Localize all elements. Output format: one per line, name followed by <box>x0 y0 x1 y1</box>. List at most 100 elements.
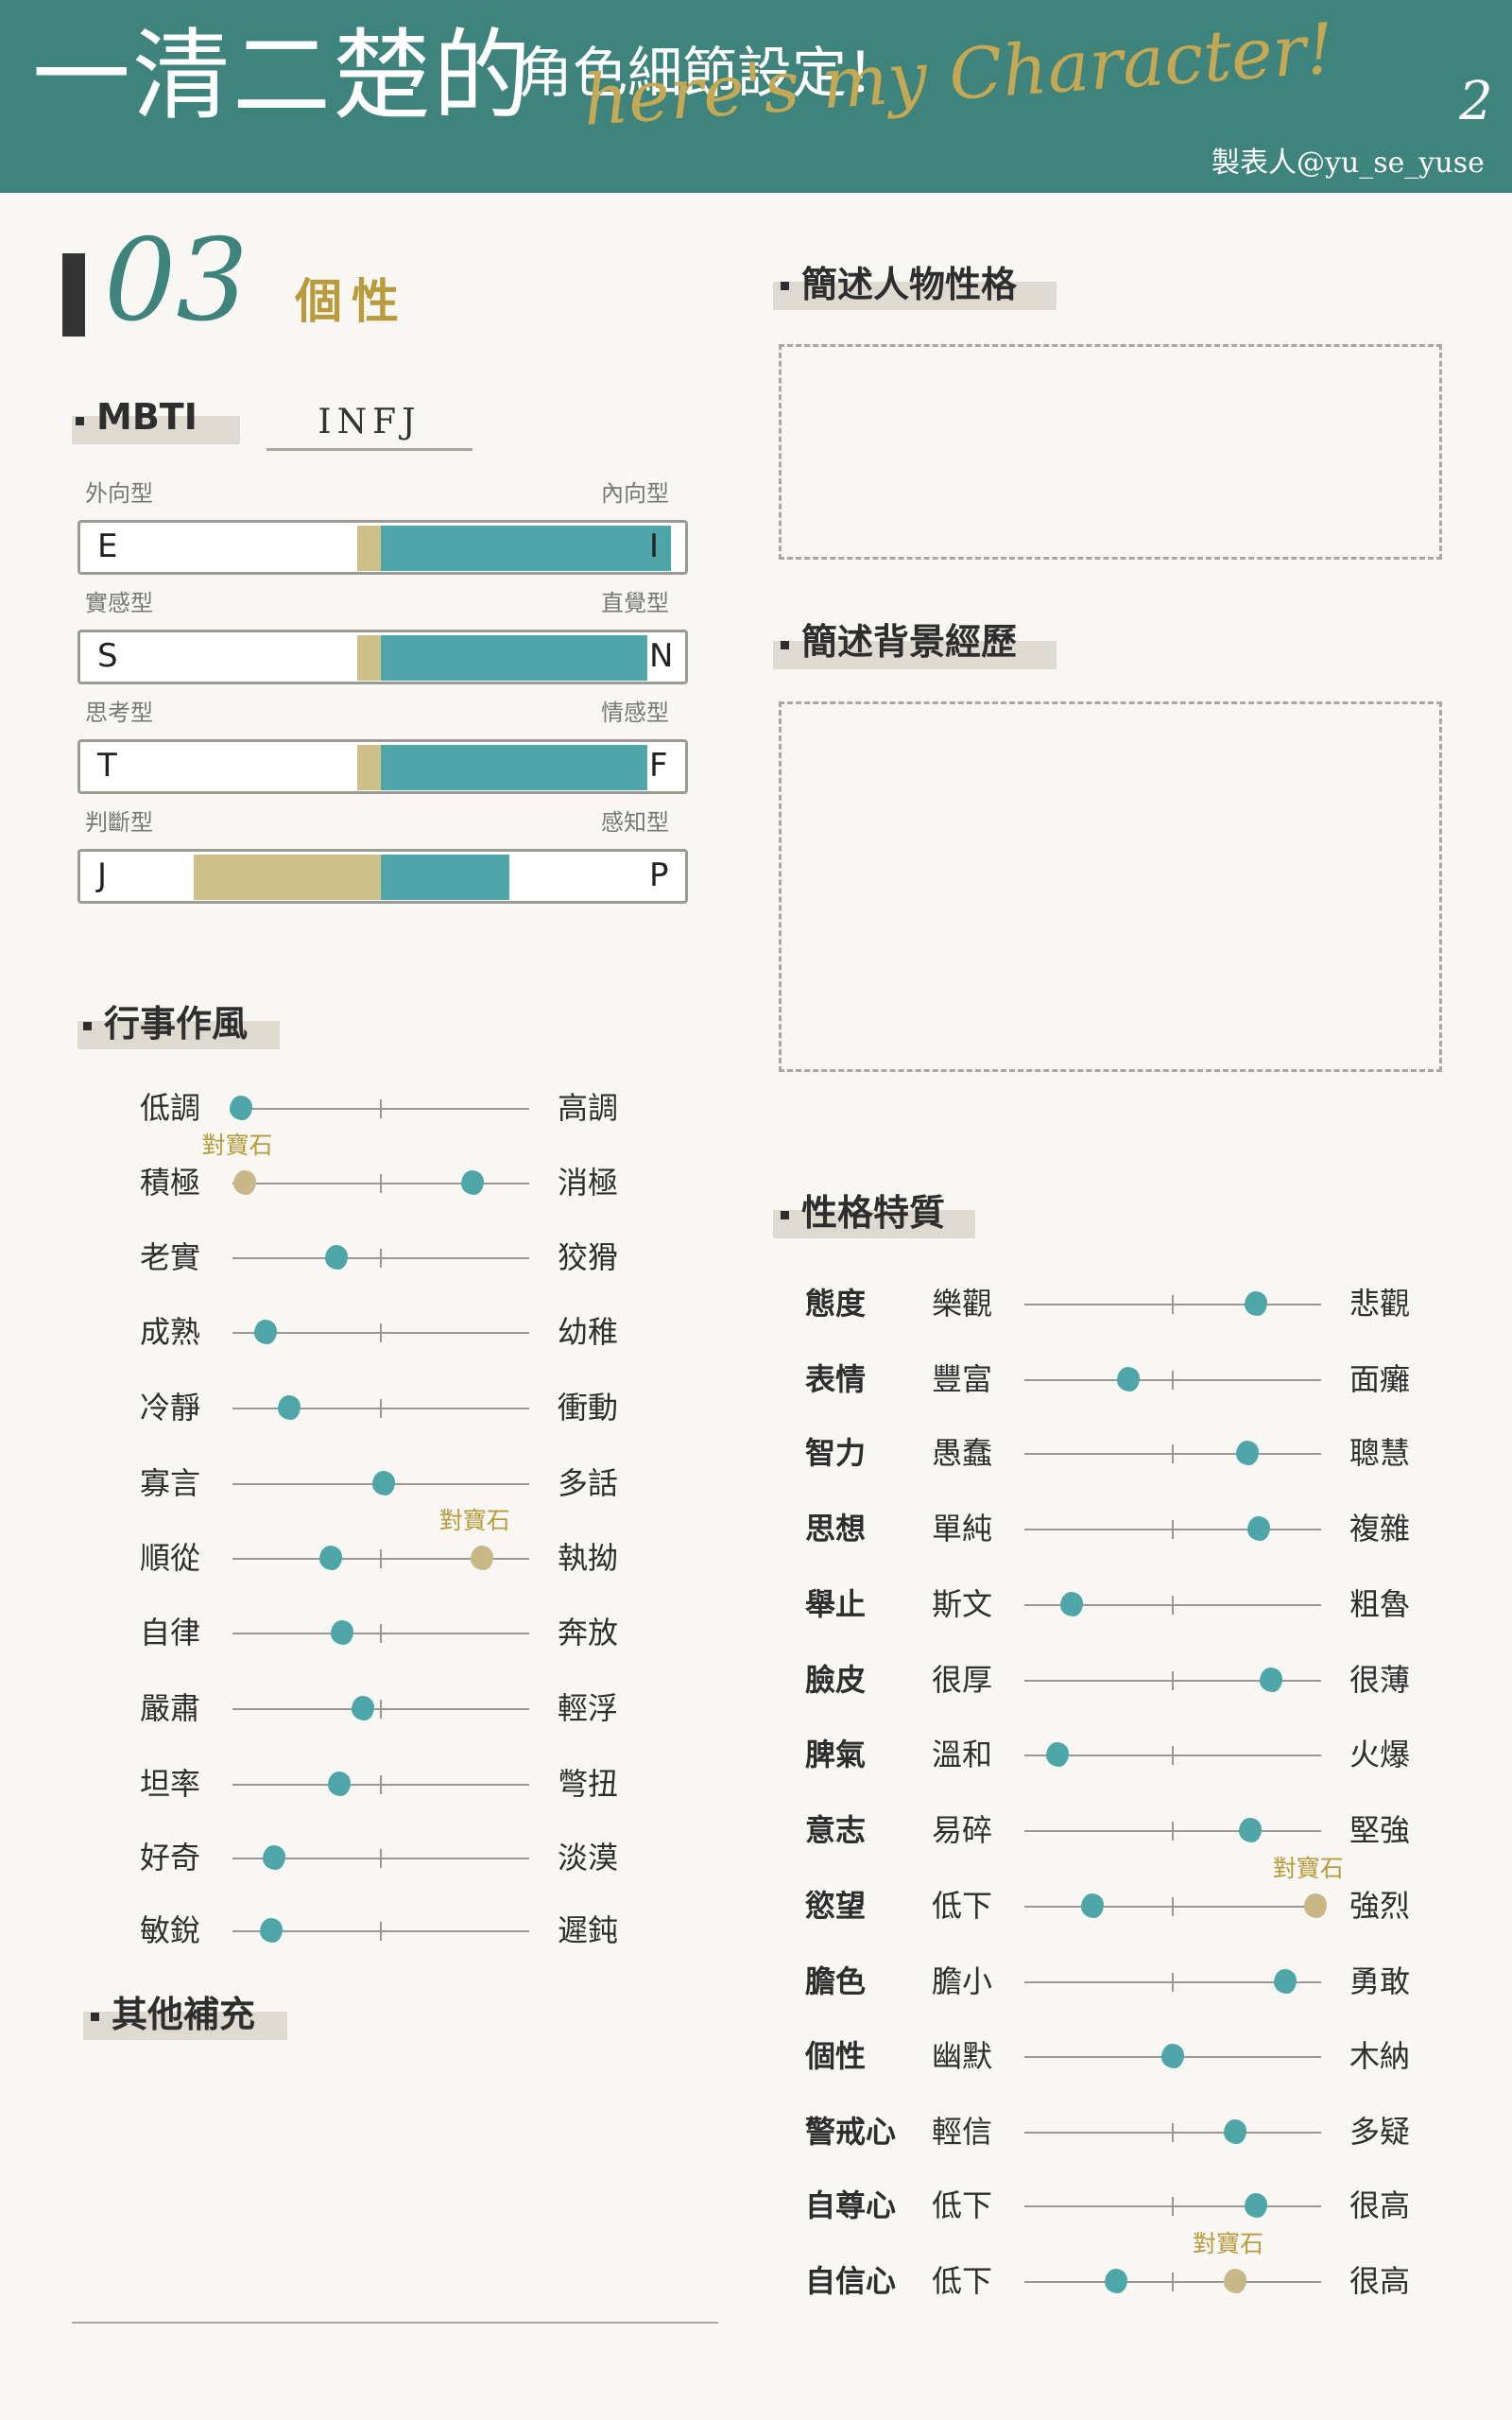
summary-input-box[interactable] <box>779 344 1442 560</box>
slider-handle[interactable] <box>328 1772 352 1796</box>
slider-right-label: 消極 <box>558 1165 619 1201</box>
slider-right-label: 淡漠 <box>558 1840 619 1876</box>
slider-handle[interactable] <box>318 1546 342 1570</box>
mbti-bar-fill <box>381 635 647 681</box>
slider-right-label: 多話 <box>558 1465 619 1501</box>
slider-handle[interactable] <box>324 1245 348 1270</box>
slider-handle[interactable] <box>277 1395 301 1420</box>
slider-tick <box>380 1624 382 1643</box>
partner-slider-handle[interactable] <box>1223 2269 1246 2293</box>
slider-handle[interactable] <box>253 1320 277 1344</box>
header-banner <box>0 0 1512 193</box>
slider-right-label: 聰慧 <box>1349 1435 1411 1471</box>
partner-slider-handle[interactable] <box>470 1546 493 1570</box>
slider-handle[interactable] <box>1238 1818 1262 1842</box>
mbti-bar-fill <box>381 745 647 790</box>
slider-tick <box>1172 1596 1174 1615</box>
slider-handle[interactable] <box>1259 1668 1282 1692</box>
trait-name: 智力 <box>805 1435 867 1471</box>
slider-left-label: 低下 <box>932 2263 993 2299</box>
slider-handle[interactable] <box>1116 1367 1140 1392</box>
slider-handle[interactable] <box>1274 1969 1297 1994</box>
slider-left-label: 成熟 <box>140 1314 201 1350</box>
slider-right-label: 勇敢 <box>1349 1963 1411 1999</box>
bullet-icon <box>781 1211 789 1219</box>
slider-right-label: 遲鈍 <box>558 1912 619 1948</box>
slider-right-label: 奔放 <box>558 1615 619 1651</box>
slider-tick <box>380 1775 382 1794</box>
bullet-icon <box>781 641 789 649</box>
slider-left-label: 坦率 <box>140 1766 201 1802</box>
page-number: 2 <box>1459 71 1493 132</box>
slider-handle[interactable] <box>1244 1291 1267 1316</box>
slider-tick <box>1172 2197 1174 2216</box>
slider-tick <box>1172 1973 1174 1992</box>
slider-handle[interactable] <box>1105 2269 1128 2293</box>
slider-handle[interactable] <box>1081 1893 1105 1918</box>
slider-left-label: 敏銳 <box>140 1912 201 1948</box>
slider-tick <box>380 1323 382 1342</box>
slider-handle[interactable] <box>1244 2193 1267 2218</box>
slider-left-label: 嚴肅 <box>140 1690 201 1726</box>
partner-label: 對寶石 <box>1192 2230 1263 2257</box>
slider-tick <box>1172 1671 1174 1690</box>
slider-right-label: 狡猾 <box>558 1239 619 1275</box>
slider-right-label: 很高 <box>1349 2263 1411 2299</box>
trait-name: 脾氣 <box>805 1737 867 1772</box>
slider-handle[interactable] <box>331 1620 354 1645</box>
extra-notes-line[interactable] <box>72 2322 718 2324</box>
partner-slider-handle[interactable] <box>232 1170 256 1195</box>
slider-handle[interactable] <box>1223 2119 1246 2144</box>
slider-handle[interactable] <box>372 1471 396 1495</box>
slider-left-label: 自律 <box>140 1615 201 1651</box>
slider-tick <box>1172 1295 1174 1314</box>
slider-handle[interactable] <box>1045 1742 1069 1767</box>
mbti-right-type: 情感型 <box>601 700 669 726</box>
slider-handle[interactable] <box>230 1096 253 1120</box>
mbti-right-letter: F <box>649 747 668 785</box>
slider-tick <box>380 1099 382 1118</box>
slider-tick <box>1172 2273 1174 2291</box>
slider-left-label: 低調 <box>140 1090 201 1126</box>
partner-label: 對寶石 <box>438 1507 510 1534</box>
style-label: 行事作風 <box>104 1003 249 1045</box>
partner-label: 對寶石 <box>201 1132 273 1159</box>
mbti-left-type: 外向型 <box>85 480 153 507</box>
mbti-left-letter: E <box>97 527 118 565</box>
slider-tick <box>1172 1897 1174 1916</box>
page-title: 一清二楚的 <box>32 18 534 133</box>
slider-tick <box>380 1700 382 1719</box>
slider-handle[interactable] <box>461 1170 485 1195</box>
bullet-icon <box>781 282 789 290</box>
slider-left-label: 溫和 <box>932 1737 993 1772</box>
slider-right-label: 很薄 <box>1349 1662 1411 1698</box>
background-label-chip <box>773 641 1057 669</box>
trait-name: 膽色 <box>805 1963 867 1999</box>
slider-handle[interactable] <box>1161 2044 1184 2068</box>
slider-handle[interactable] <box>1060 1592 1084 1616</box>
slider-tick <box>1172 1371 1174 1390</box>
slider-left-label: 順從 <box>140 1540 201 1576</box>
mbti-left-type: 思考型 <box>85 700 153 726</box>
slider-handle[interactable] <box>259 1918 283 1943</box>
slider-handle[interactable] <box>1235 1441 1259 1465</box>
trait-name: 臉皮 <box>805 1662 867 1698</box>
slider-tick <box>380 1549 382 1568</box>
partner-slider-handle[interactable] <box>1303 1893 1327 1918</box>
slider-left-label: 豐富 <box>932 1361 993 1397</box>
background-input-box[interactable] <box>779 701 1442 1072</box>
trait-name: 意志 <box>805 1812 867 1848</box>
slider-tick <box>1172 1822 1174 1841</box>
slider-left-label: 單純 <box>932 1511 993 1547</box>
slider-right-label: 堅強 <box>1349 1812 1411 1848</box>
slider-left-label: 寡言 <box>140 1465 201 1501</box>
slider-handle[interactable] <box>1247 1516 1271 1541</box>
slider-handle[interactable] <box>352 1696 375 1720</box>
slider-handle[interactable] <box>262 1845 285 1870</box>
trait-name: 慾望 <box>805 1888 867 1924</box>
slider-left-label: 冷靜 <box>140 1390 201 1426</box>
